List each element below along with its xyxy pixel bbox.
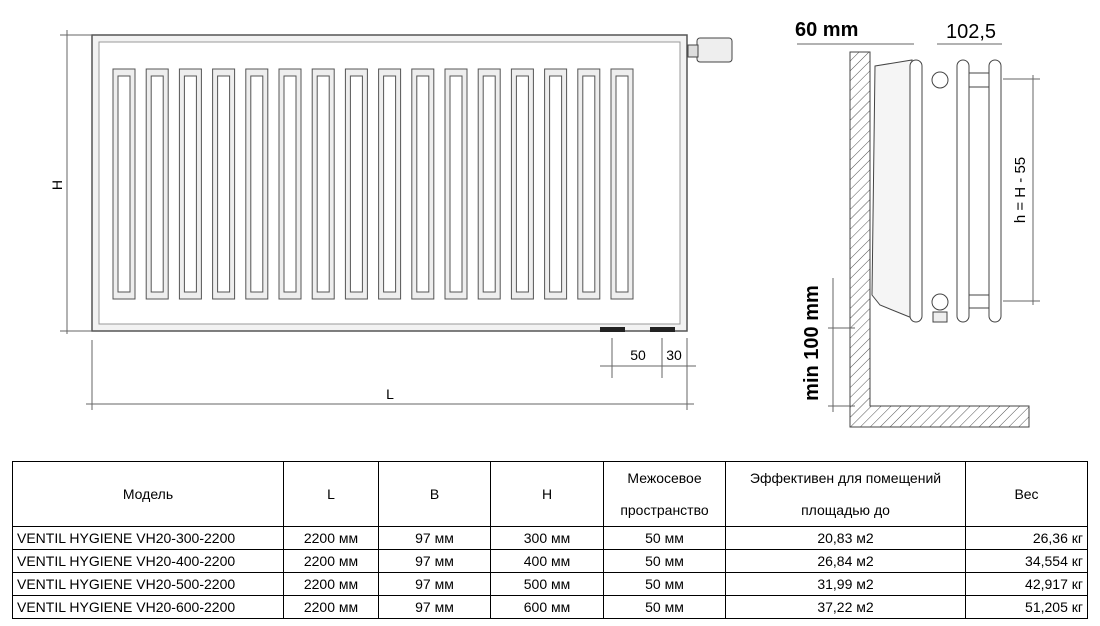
table-cell: VENTIL HYGIENE VH20-300-2200 [12,526,284,550]
header-l: L [283,461,379,527]
table-row: VENTIL HYGIENE VH20-500-2200 2200 мм 97 мм… [12,572,1088,596]
table-cell: 50 мм [603,595,726,619]
table-cell: VENTIL HYGIENE VH20-600-2200 [12,595,284,619]
table-cell: 50 мм [603,549,726,573]
table-cell: 97 мм [378,572,491,596]
connection-foot [650,327,675,332]
panel-slot [283,75,297,293]
table-cell: 20,83 м2 [725,526,966,550]
radiator-technical-drawing: H L 50 30 60 mm 102,5 h = H - 55 min 100… [49,19,1040,428]
header-weight: Вес [965,461,1088,527]
table-cell: 37,22 м2 [725,595,966,619]
table-cell: 300 мм [490,526,604,550]
table-cell: 400 мм [490,549,604,573]
panel-slot [316,75,330,293]
header-h: H [490,461,604,527]
panel-slot [383,75,397,293]
table-cell: 26,84 м2 [725,549,966,573]
dim-50-label: 50 [630,347,646,363]
table-row: VENTIL HYGIENE VH20-300-2200 2200 мм 97 мм… [12,526,1088,550]
panel-slot [150,75,164,293]
table-cell: 500 мм [490,572,604,596]
panel-slot [615,75,629,293]
table-cell: 50 мм [603,572,726,596]
table-cell: 2200 мм [283,572,379,596]
table-cell: 34,554 кг [965,549,1088,573]
panel-slot [549,75,563,293]
table-cell: 600 мм [490,595,604,619]
panel-slot [482,75,496,293]
connection-foot [600,327,625,332]
panel-slot [416,75,430,293]
panel-slot [250,75,264,293]
panel-slot [217,75,231,293]
panel-slots [112,68,634,300]
table-cell: VENTIL HYGIENE VH20-500-2200 [12,572,284,596]
table-cell: 26,36 кг [965,526,1088,550]
table-cell: 31,99 м2 [725,572,966,596]
table-cell: 97 мм [378,549,491,573]
panel-slot [349,75,363,293]
table-cell: 2200 мм [283,595,379,619]
pitch-label: 102,5 [946,21,996,43]
header-b: B [378,461,491,527]
panel-slot [449,75,463,293]
header-area: Эффективен для помещений площадью до [725,461,966,527]
thermostatic-valve-icon [696,37,733,63]
length-label: L [386,386,394,402]
table-cell: 97 мм [378,526,491,550]
header-spacing: Межосевое пространство [603,461,726,527]
panel-slot [582,75,596,293]
specs-table: Модель L B H Межосевое пространство Эффе… [12,461,1088,619]
table-cell: 50 мм [603,526,726,550]
radiator-front-view [60,30,733,410]
table-cell: 2200 мм [283,549,379,573]
table-cell: VENTIL HYGIENE VH20-400-2200 [12,549,284,573]
depth-label: 60 mm [795,19,858,41]
table-cell: 51,205 кг [965,595,1088,619]
dim-30-label: 30 [666,347,682,363]
table-cell: 2200 мм [283,526,379,550]
table-cell: 42,917 кг [965,572,1088,596]
table-cell: 97 мм [378,595,491,619]
panel-slot [515,75,529,293]
table-row: VENTIL HYGIENE VH20-600-2200 2200 мм 97 мм… [12,595,1088,619]
table-row: VENTIL HYGIENE VH20-400-2200 2200 мм 97 мм… [12,549,1088,573]
panel-slot [117,75,131,293]
height-label: H [49,180,65,190]
panel-slot [183,75,197,293]
radiator-side-view [797,43,1040,428]
h-formula-label: h = H - 55 [1012,157,1029,223]
min-clearance-label: min 100 mm [801,285,823,401]
table-header-row: Модель L B H Межосевое пространство Эффе… [12,461,1088,527]
header-model: Модель [12,461,284,527]
